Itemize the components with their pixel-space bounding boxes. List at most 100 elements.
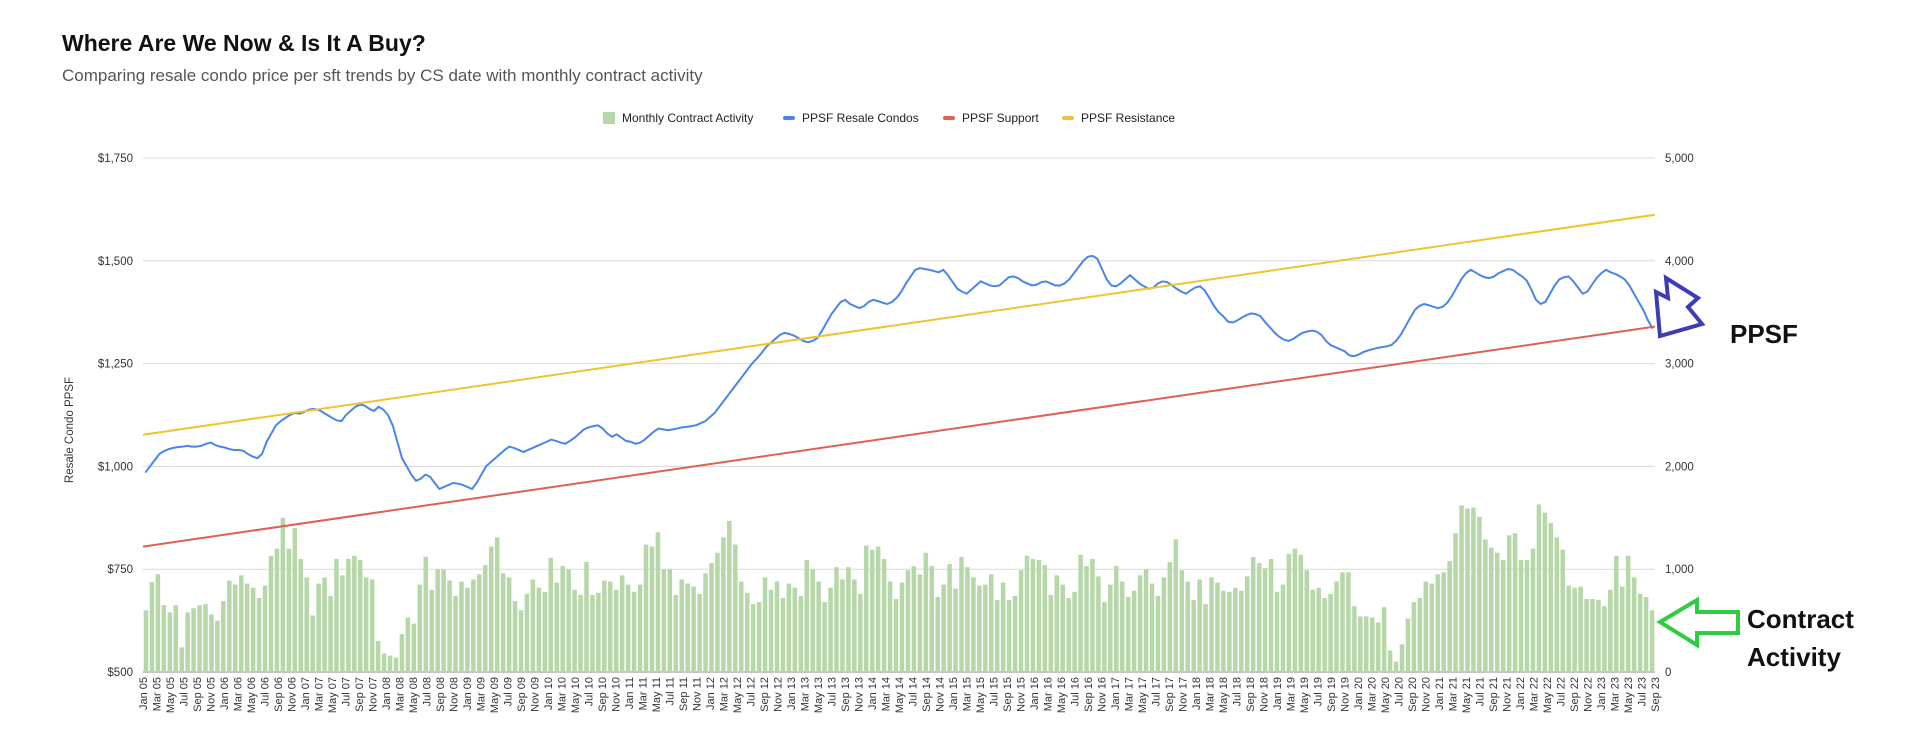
x-tick-label: Jan 09 [462, 677, 474, 710]
contract-activity-bar [1369, 617, 1375, 672]
contract-activity-bar [203, 604, 208, 672]
contract-activity-bar [1179, 570, 1185, 672]
x-tick-label: Jul 16 [1070, 677, 1082, 706]
chart-title: Where Are We Now & Is It A Buy? [62, 30, 426, 56]
x-tick-label: Sep 05 [192, 677, 204, 712]
contract-activity-bar [316, 583, 321, 672]
x-tick-label: Sep 12 [759, 677, 771, 712]
contract-activity-bar [1000, 582, 1006, 672]
x-tick-label: Sep 23 [1650, 677, 1662, 712]
contract-activity-bar [244, 583, 250, 672]
contract-activity-bar [1530, 548, 1536, 672]
x-tick-label: Nov 05 [206, 677, 218, 712]
contract-activity-bar [1590, 599, 1595, 672]
contract-activity-bar [298, 558, 304, 672]
contract-activity-bar [679, 579, 684, 672]
contract-activity-bar [1143, 569, 1149, 672]
contract-activity-bar [435, 569, 440, 672]
x-tick-label: Mar 10 [557, 677, 569, 711]
x-tick-label: May 12 [732, 677, 744, 713]
contract-activity-bar [173, 605, 178, 672]
contract-activity-bar [352, 555, 357, 672]
x-tick-label: Jul 10 [584, 677, 596, 706]
x-tick-label: Nov 07 [368, 677, 380, 712]
x-tick-label: Jan 21 [1434, 677, 1446, 710]
contract-activity-bar [334, 558, 339, 672]
contract-activity-bar [1506, 535, 1512, 672]
x-tick-label: Jul 07 [341, 677, 353, 706]
contract-activity-bar [375, 641, 381, 672]
contract-activity-bar [358, 559, 363, 672]
contract-activity-bar [506, 577, 512, 672]
contract-activity-bar [1078, 554, 1083, 672]
contract-activity-bar [846, 567, 851, 672]
left-tick-label: $1,000 [98, 461, 133, 473]
x-tick-label: Sep 19 [1326, 677, 1338, 712]
contract-activity-bar [1465, 508, 1470, 672]
contract-activity-bar [1554, 537, 1560, 672]
right-tick-label: 5,000 [1665, 153, 1694, 165]
contract-activity-bar [256, 597, 262, 672]
contract-activity-bar [1072, 591, 1077, 672]
contract-activity-bar [1560, 549, 1565, 672]
contract-activity-bar [429, 589, 434, 672]
contract-activity-bar [941, 584, 946, 672]
contract-activity-bar [179, 647, 184, 672]
contract-activity-bar [1518, 559, 1524, 672]
contract-activity-bar [369, 579, 375, 672]
contract-activity-bar [1227, 591, 1232, 672]
contract-activity-bar [1114, 566, 1119, 672]
x-tick-label: May 18 [1218, 677, 1230, 713]
x-tick-label: Mar 19 [1286, 677, 1298, 711]
contract-activity-bar [1048, 594, 1054, 672]
x-tick-label: Sep 22 [1569, 677, 1581, 712]
left-tick-label: $1,750 [98, 153, 133, 165]
x-tick-label: Jul 08 [422, 677, 434, 706]
contract-activity-bar [536, 587, 542, 672]
x-tick-label: Mar 07 [314, 677, 326, 711]
x-tick-label: May 08 [408, 677, 420, 713]
contract-activity-bar [1346, 572, 1351, 672]
contract-activity-bar [608, 581, 613, 672]
contract-activity-bar [1566, 585, 1571, 672]
legend-swatch [943, 116, 955, 120]
contract-activity-bar [1167, 562, 1173, 672]
left-tick-label: $1,250 [98, 359, 133, 371]
x-tick-label: Jul 19 [1313, 677, 1325, 706]
contract-activity-bar [471, 579, 476, 672]
contract-activity-bar [465, 587, 470, 672]
contract-activity-bar [828, 587, 833, 672]
contract-annotation-line2: Activity [1747, 642, 1841, 672]
x-tick-label: Jan 23 [1596, 677, 1608, 710]
x-tick-label: Jul 12 [746, 677, 758, 706]
contract-activity-bar [524, 593, 530, 672]
contract-activity-bar [953, 588, 958, 672]
contract-activity-bar [917, 574, 923, 672]
x-tick-label: Jul 22 [1556, 677, 1568, 706]
contract-activity-bar [280, 517, 286, 672]
contract-activity-bar [340, 575, 345, 672]
contract-activity-bar [1477, 516, 1482, 672]
x-tick-label: Nov 18 [1259, 677, 1271, 712]
contract-activity-bar [1018, 570, 1024, 672]
contract-activity-bar [667, 569, 673, 672]
contract-activity-bar [762, 577, 768, 672]
x-tick-label: Sep 11 [678, 677, 690, 711]
contract-activity-bar [1328, 593, 1333, 672]
contract-activity-bar [554, 582, 559, 672]
contract-activity-bar [209, 614, 214, 672]
x-tick-label: Nov 14 [935, 677, 947, 712]
x-tick-label: Jan 22 [1515, 677, 1527, 710]
contract-activity-bar [1447, 560, 1452, 672]
contract-activity-bar [1631, 577, 1637, 672]
contract-activity-bar [512, 601, 518, 672]
contract-activity-annotation: Contract Activity [1656, 596, 1854, 672]
contract-activity-bar [1471, 507, 1476, 672]
contract-activity-bar [625, 584, 631, 672]
contract-activity-bar [1173, 539, 1179, 672]
contract-activity-bar [1548, 522, 1554, 672]
legend-swatch [1062, 116, 1074, 120]
contract-activity-bar [1084, 566, 1089, 672]
contract-activity-bar [1643, 596, 1649, 672]
contract-activity-bar [1137, 575, 1143, 672]
